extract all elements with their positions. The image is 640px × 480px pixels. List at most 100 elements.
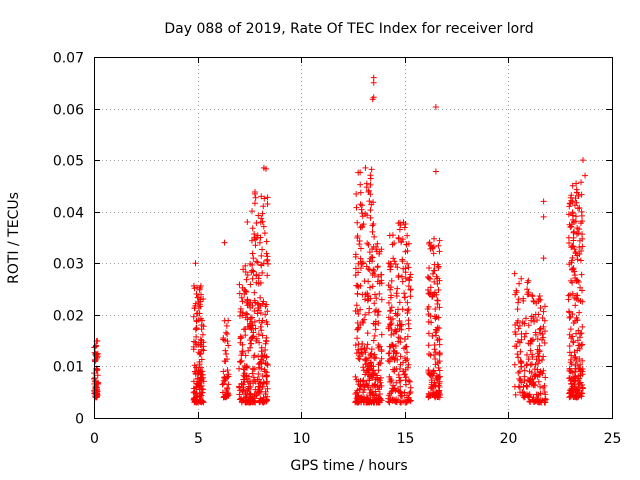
data-point: [366, 354, 373, 361]
data-point: [366, 258, 373, 265]
data-point: [404, 333, 411, 340]
data-point: [523, 383, 530, 390]
data-point: [566, 203, 573, 210]
data-point: [191, 399, 198, 406]
data-point: [197, 351, 204, 358]
data-point: [567, 200, 574, 207]
data-point: [237, 339, 244, 346]
data-point: [435, 388, 442, 395]
data-point: [190, 313, 197, 320]
data-point: [257, 359, 264, 366]
data-point: [264, 362, 271, 369]
data-point: [396, 299, 403, 306]
data-point: [528, 338, 535, 345]
data-point: [429, 293, 436, 300]
data-point: [430, 243, 437, 250]
data-point: [92, 382, 99, 389]
data-point: [578, 271, 585, 278]
data-point: [363, 184, 370, 191]
data-point: [387, 266, 394, 273]
data-point: [526, 378, 533, 385]
data-point: [370, 79, 377, 86]
data-point: [257, 323, 264, 330]
data-point: [399, 278, 406, 285]
data-point: [355, 355, 362, 362]
data-point: [359, 260, 366, 267]
data-point: [386, 373, 393, 380]
data-point: [264, 321, 271, 328]
data-point: [387, 378, 394, 385]
data-point: [401, 290, 408, 297]
data-point: [573, 186, 580, 193]
data-point: [425, 350, 432, 357]
data-point: [436, 237, 443, 244]
data-point: [372, 318, 379, 325]
data-point: [192, 260, 199, 267]
data-point: [364, 341, 371, 348]
data-point: [532, 372, 539, 379]
data-point: [263, 334, 270, 341]
data-point: [516, 375, 523, 382]
data-point: [369, 96, 376, 103]
data-point: [191, 285, 198, 292]
data-point: [573, 314, 580, 321]
data-point: [198, 382, 205, 389]
data-point: [567, 326, 574, 333]
data-point: [400, 345, 407, 352]
data-point: [572, 195, 579, 202]
data-point: [378, 246, 385, 253]
data-point: [515, 296, 522, 303]
data-point: [387, 260, 394, 267]
data-point: [579, 243, 586, 250]
data-point: [262, 311, 269, 318]
data-point: [258, 262, 265, 269]
data-point: [359, 202, 366, 209]
data-point: [264, 272, 271, 279]
data-point: [219, 389, 226, 396]
data-point: [532, 382, 539, 389]
data-point: [370, 220, 377, 227]
data-point: [250, 255, 257, 262]
data-point: [198, 291, 205, 298]
data-point: [385, 398, 392, 405]
data-point: [578, 179, 585, 186]
data-point: [374, 240, 381, 247]
data-point: [572, 317, 579, 324]
data-point: [244, 316, 251, 323]
data-point: [374, 263, 381, 270]
data-point: [357, 345, 364, 352]
data-point: [237, 333, 244, 340]
data-point: [402, 275, 409, 282]
data-point: [219, 381, 226, 388]
data-point: [236, 383, 243, 390]
data-point: [242, 268, 249, 275]
data-point: [356, 241, 363, 248]
data-point: [571, 228, 578, 235]
data-point: [225, 381, 232, 388]
data-point: [576, 244, 583, 251]
data-point: [430, 382, 437, 389]
data-point: [430, 250, 437, 257]
data-point: [354, 307, 361, 314]
data-point: [368, 346, 375, 353]
data-point: [224, 367, 231, 374]
data-point: [387, 286, 394, 293]
data-point: [242, 394, 249, 401]
data-point: [435, 263, 442, 270]
data-point: [224, 338, 231, 345]
data-point: [352, 265, 359, 272]
data-point: [371, 271, 378, 278]
data-point: [528, 361, 535, 368]
data-point: [242, 262, 249, 269]
data-point: [567, 291, 574, 298]
data-point: [249, 250, 256, 257]
data-point: [526, 391, 533, 398]
data-point: [357, 306, 364, 313]
data-point: [385, 282, 392, 289]
data-point: [252, 299, 259, 306]
data-point: [222, 329, 229, 336]
data-point: [542, 391, 549, 398]
data-point: [360, 221, 367, 228]
data-point: [357, 181, 364, 188]
data-point: [406, 378, 413, 385]
